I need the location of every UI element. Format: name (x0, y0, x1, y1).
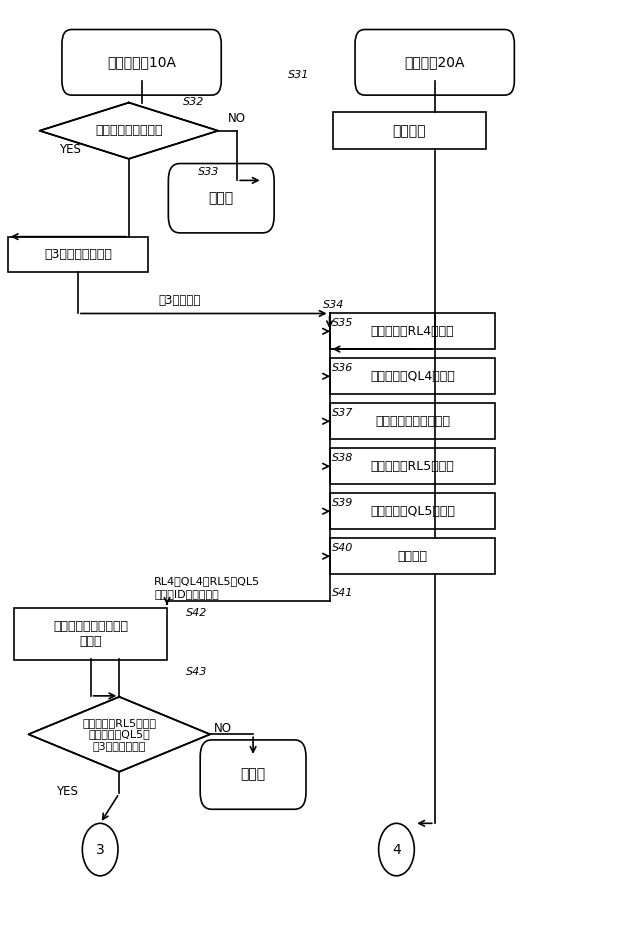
Text: 受信レベルRL4を測定: 受信レベルRL4を測定 (371, 325, 454, 337)
Text: 監視機器からのデータ
を取得: 監視機器からのデータ を取得 (53, 620, 128, 648)
Text: S40: S40 (332, 542, 353, 553)
Text: 品質レベルQL5を測定: 品質レベルQL5を測定 (370, 505, 455, 518)
Text: YES: YES (59, 143, 81, 156)
Text: NO: NO (228, 112, 246, 125)
FancyBboxPatch shape (330, 539, 495, 574)
Text: S36: S36 (332, 363, 353, 373)
Text: S38: S38 (332, 453, 353, 462)
Text: S32: S32 (183, 97, 204, 106)
FancyBboxPatch shape (330, 313, 495, 349)
FancyBboxPatch shape (62, 29, 221, 95)
Text: 第3コマンドを生成: 第3コマンドを生成 (44, 248, 112, 261)
FancyBboxPatch shape (330, 403, 495, 439)
Circle shape (379, 823, 414, 876)
FancyBboxPatch shape (8, 237, 148, 273)
FancyBboxPatch shape (168, 164, 274, 233)
Polygon shape (28, 697, 210, 772)
Text: ホスト装置10A: ホスト装置10A (107, 55, 176, 70)
FancyBboxPatch shape (200, 740, 306, 809)
Text: 第3コマンド: 第3コマンド (159, 294, 201, 307)
Text: NO: NO (214, 722, 232, 735)
Text: 3: 3 (96, 842, 104, 856)
Text: S42: S42 (186, 608, 207, 619)
FancyBboxPatch shape (14, 608, 167, 660)
Text: 受信レベルRL5、又は
品質レベルQL5が
第3閾値以下か？: 受信レベルRL5、又は 品質レベルQL5が 第3閾値以下か？ (83, 718, 156, 751)
Text: エンド: エンド (241, 768, 266, 781)
Text: エンド: エンド (209, 191, 234, 205)
FancyBboxPatch shape (333, 112, 486, 149)
Text: 非通電状態に切り替え: 非通電状態に切り替え (375, 415, 450, 428)
Text: S34: S34 (323, 300, 344, 310)
Text: ／機器ID／位置情報: ／機器ID／位置情報 (154, 588, 219, 599)
Text: S33: S33 (198, 167, 219, 177)
Text: 4: 4 (392, 842, 401, 856)
Text: RL4／QL4／RL5／QL5: RL4／QL4／RL5／QL5 (154, 575, 260, 586)
Text: 通電状態: 通電状態 (392, 124, 426, 138)
Polygon shape (40, 102, 218, 159)
Text: S37: S37 (332, 408, 353, 417)
Text: 監視機器20A: 監視機器20A (404, 55, 465, 70)
FancyBboxPatch shape (355, 29, 515, 95)
Text: 品質レベルQL4を測定: 品質レベルQL4を測定 (370, 369, 455, 383)
Circle shape (83, 823, 118, 876)
Text: S35: S35 (332, 318, 353, 328)
Text: S41: S41 (332, 588, 353, 598)
Text: 監視タイミングか？: 監視タイミングか？ (95, 124, 163, 137)
FancyBboxPatch shape (330, 494, 495, 529)
Text: YES: YES (56, 785, 78, 798)
Text: S31: S31 (288, 70, 310, 81)
Text: 測位処理: 測位処理 (397, 550, 428, 563)
Text: S43: S43 (186, 666, 207, 677)
FancyBboxPatch shape (330, 448, 495, 484)
Text: S39: S39 (332, 498, 353, 508)
Text: 受信レベルRL5を測定: 受信レベルRL5を測定 (371, 460, 454, 473)
FancyBboxPatch shape (330, 358, 495, 394)
